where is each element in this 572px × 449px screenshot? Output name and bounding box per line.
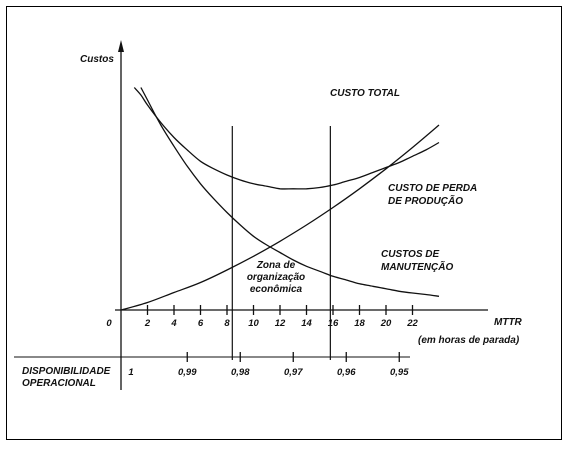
- series-label-custo-perda-line2: DE PRODUÇÃO: [388, 194, 463, 207]
- y-axis-arrow: [118, 40, 124, 52]
- x-tick-label-4: 4: [170, 318, 177, 329]
- x-tick-label-12: 12: [275, 318, 286, 329]
- series-line-custo-perda-producao: [120, 124, 440, 311]
- zone-label-line2: organização: [247, 272, 305, 283]
- availability-tick-group: 1 0,99 0,98 0,97 0,96 0,95: [128, 352, 409, 378]
- x-tick-label-20: 20: [380, 318, 392, 329]
- x-tick-label-6: 6: [198, 318, 204, 329]
- series-label-manutencao-line2: MANUTENÇÃO: [381, 260, 453, 273]
- availability-tick-label-1: 0,99: [178, 367, 197, 378]
- chart-frame: [6, 6, 562, 440]
- x-tick-label-8: 8: [224, 318, 230, 329]
- availability-tick-label-4: 0,96: [337, 367, 356, 378]
- availability-tick-label-2: 0,98: [231, 367, 250, 378]
- x-tick-label-10: 10: [248, 318, 259, 329]
- x-tick-group: 0 2 4 6 8 10 12 14 16 18 20 22: [106, 305, 418, 329]
- x-axis-sublabel: (em horas de parada): [418, 335, 520, 346]
- x-tick-label-16: 16: [328, 318, 339, 329]
- availability-tick-label-5: 0,95: [390, 367, 409, 378]
- availability-label-line1: DISPONIBILIDADE: [22, 366, 111, 377]
- x-tick-label-18: 18: [354, 318, 365, 329]
- zone-label-line1: Zona de: [256, 260, 296, 271]
- x-tick-label-2: 2: [144, 318, 151, 329]
- series-label-custo-perda-line1: CUSTO DE PERDA: [388, 183, 477, 194]
- y-axis-label: Custos: [80, 54, 114, 65]
- series-line-custo-total: [133, 87, 440, 190]
- x-tick-label-14: 14: [301, 318, 312, 329]
- series-line-custos-manutencao: [140, 87, 440, 297]
- zone-label-line3: econômica: [250, 284, 303, 295]
- availability-tick-label-3: 0,97: [284, 367, 303, 378]
- x-tick-label-22: 22: [406, 318, 418, 329]
- availability-tick-label-0: 1: [128, 367, 133, 378]
- x-tick-label-0: 0: [106, 318, 112, 329]
- series-label-manutencao-line1: CUSTOS DE: [381, 249, 439, 260]
- x-axis-label: MTTR: [494, 317, 523, 328]
- availability-label-line2: OPERACIONAL: [22, 378, 96, 389]
- series-label-custo-total: CUSTO TOTAL: [330, 88, 400, 99]
